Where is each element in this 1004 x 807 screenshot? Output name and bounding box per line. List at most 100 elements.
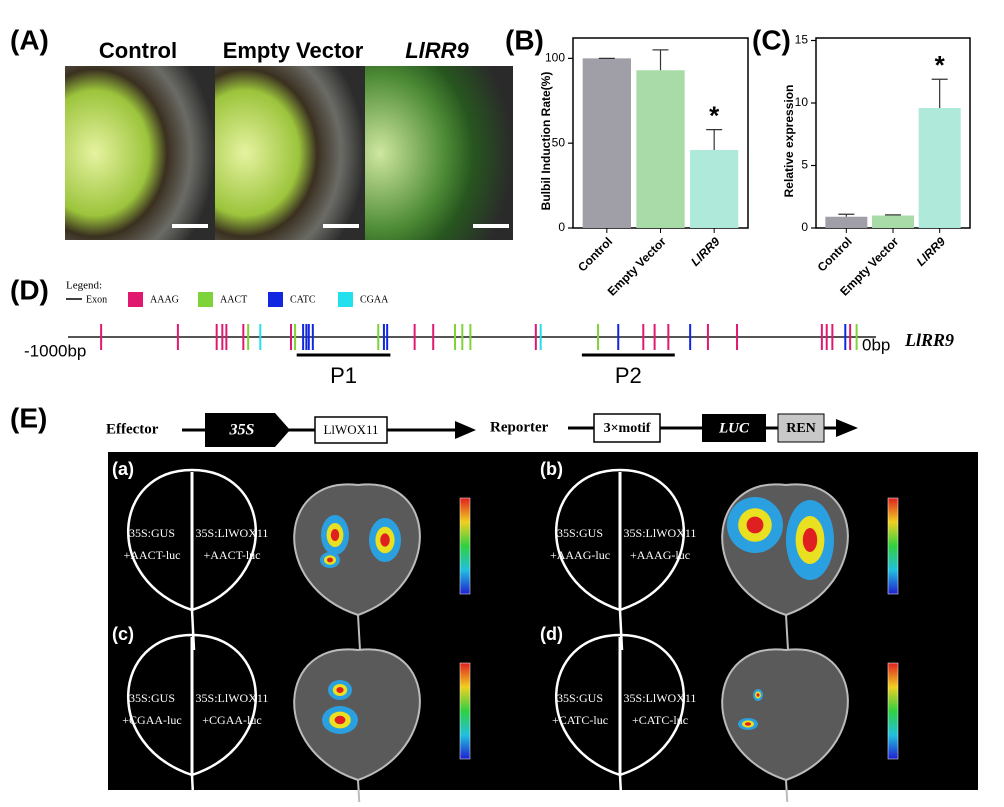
y-tick-label: 50 [552,135,566,149]
legend-swatch [268,292,283,307]
colorbar [459,662,471,760]
significance: * [935,50,946,80]
panel-label: (A) [10,24,49,55]
y-tick-label: 15 [795,33,809,47]
leaf-image [721,648,849,807]
promoter-box [205,413,290,447]
region-label: P2 [615,363,642,388]
column-title: LlRR9 [405,38,469,63]
region-label: P1 [330,363,357,388]
legend-text: CGAA [360,294,389,305]
gene-label: LlRR9 [904,330,954,350]
leaf-text: 35S:GUS [557,691,603,705]
panel-label: (B) [505,24,544,55]
image-background [108,452,978,790]
legend-text: AAAG [150,294,179,305]
leaf-text: +AAAG-luc [550,548,610,562]
bar [636,70,685,228]
legend-text: CATC [290,294,316,305]
arrow [836,419,858,437]
signal [380,533,390,547]
signal [336,687,344,693]
legend-text: AACT [220,294,247,305]
leaf-text: +CATC-luc [552,713,608,727]
construct-label: Effector [106,421,159,437]
leaf-outline [555,468,685,651]
subpanel-label: (b) [540,459,563,479]
x-tick-label: Control [815,234,855,274]
bar [825,216,868,228]
legend-swatch [198,292,213,307]
leaf-image [293,648,421,807]
x-tick-label: LlRR9 [688,234,723,269]
y-tick-label: 10 [795,95,809,109]
leaf-text: +AACT-luc [204,548,261,562]
leaf-text: 35S:GUS [129,691,175,705]
x-tick-label: LlRR9 [914,234,949,269]
leaf-text: 35S:LlWOX11 [624,691,697,705]
luc-text: LUC [718,420,750,436]
y-tick-label: 100 [545,51,565,65]
panel-label: (E) [10,402,47,433]
y-tick-label: 0 [558,220,565,234]
panel-label: (D) [10,274,49,305]
leaf-outline [555,633,685,807]
leaf-outline [127,468,257,651]
bar [690,149,739,228]
motif-box [593,413,661,443]
start-label: -1000bp [24,341,86,360]
signal [745,722,751,726]
leaf-text: +AAAG-luc [630,548,690,562]
signal [327,557,333,563]
signal [802,528,818,552]
column-title: Empty Vector [223,38,364,63]
leaf-text: 35S:GUS [557,526,603,540]
colorbar [887,497,899,595]
leaf-text: 35S:LlWOX11 [196,526,269,540]
colorbar [887,662,899,760]
gene-text: LlWOX11 [323,422,378,437]
photo [215,66,365,240]
photo [65,66,215,240]
bar [918,108,961,228]
panel-label: (C) [752,24,791,55]
legend-text: Exon [86,294,107,305]
legend-title: Legend: [66,280,102,292]
subpanel-label: (c) [112,624,134,644]
bar [582,58,631,228]
end-label: 0bp [862,335,890,354]
leaf-text: +CGAA-luc [202,713,261,727]
legend-swatch [128,292,143,307]
photo [365,66,513,240]
significance: * [709,100,720,130]
construct-label: Reporter [490,419,549,435]
bar [872,215,914,228]
colorbar [459,497,471,595]
leaf-text: +CATC-luc [632,713,688,727]
leaf-text: +CGAA-luc [122,713,181,727]
leaf-text: 35S:LlWOX11 [196,691,269,705]
signal [334,715,346,725]
promoter-text: 35S [229,422,255,439]
motif-text: 3×motif [604,421,651,436]
y-tick-label: 0 [801,220,808,234]
subpanel-label: (a) [112,459,134,479]
leaf-text: 35S:LlWOX11 [624,526,697,540]
leaf-text: +AACT-luc [124,548,181,562]
y-axis-label: Relative expression [782,85,796,198]
gene-box [314,416,388,444]
scale-bar [323,224,359,228]
subpanel-label: (d) [540,624,563,644]
scale-bar [172,224,208,228]
signal [330,529,340,541]
leaf-text: 35S:GUS [129,526,175,540]
y-axis-label: Bulbil Induction Rate(%) [539,72,553,211]
ren-text: REN [786,421,816,436]
signal [756,693,760,697]
ren-box [777,413,825,443]
signal [746,516,764,534]
column-title: Control [99,38,177,63]
scale-bar [473,224,509,228]
legend-swatch [338,292,353,307]
